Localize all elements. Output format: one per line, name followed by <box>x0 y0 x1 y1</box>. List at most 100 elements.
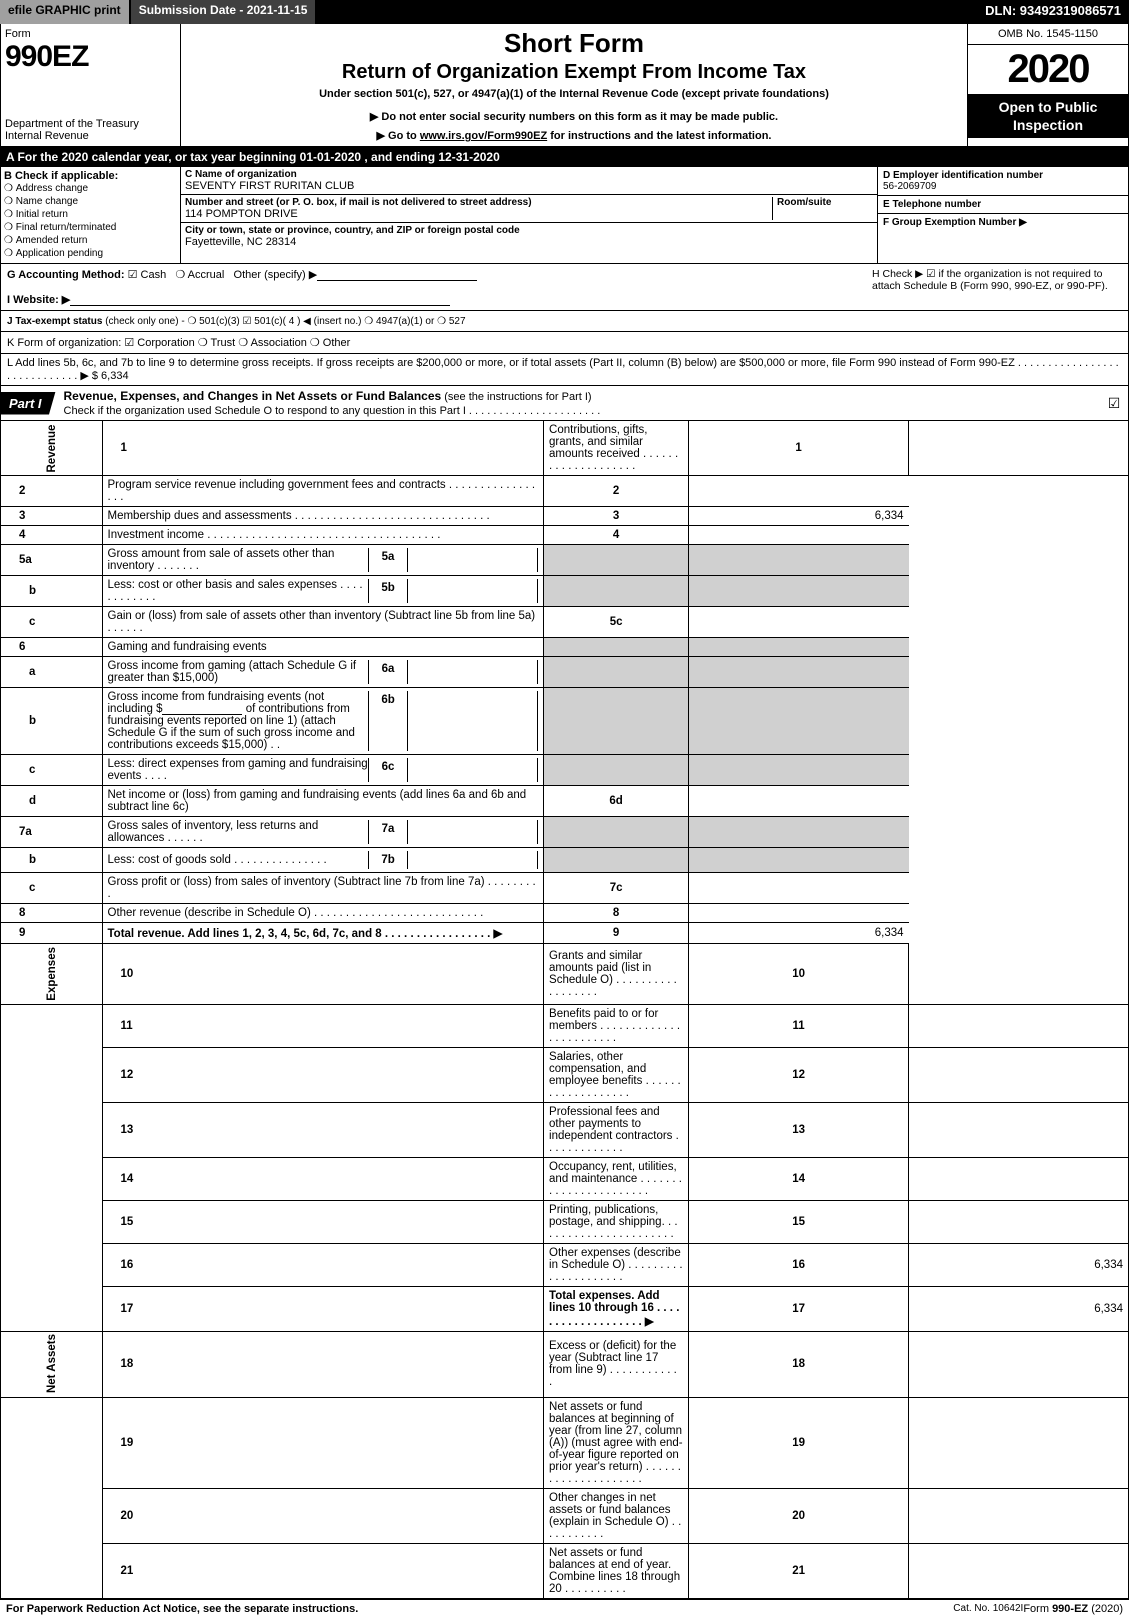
side-blank-21 <box>1 1543 103 1598</box>
revenue-side-label: Revenue <box>1 421 103 476</box>
line-21: 21 Net assets or fund balances at end of… <box>1 1543 1129 1598</box>
efile-print-button[interactable]: efile GRAPHIC print <box>0 0 131 24</box>
l6d-rnum: 6d <box>544 786 689 817</box>
l5a-mn: 5a <box>368 548 408 572</box>
submission-date-button[interactable]: Submission Date - 2021-11-15 <box>131 0 318 24</box>
l4-desc: Investment income . . . . . . . . . . . … <box>102 526 544 545</box>
line-2: 2 Program service revenue including gove… <box>1 476 1129 507</box>
line-18: Net Assets 18 Excess or (deficit) for th… <box>1 1331 1129 1397</box>
l2-rval <box>689 476 909 507</box>
cb-application-pending[interactable]: ❍ Application pending <box>4 247 177 260</box>
department-label: Department of the Treasury Internal Reve… <box>5 118 176 142</box>
l9-rnum: 9 <box>544 923 689 944</box>
l6c-num: c <box>1 755 103 786</box>
l5a-mv <box>408 548 538 572</box>
l18-rval <box>909 1331 1129 1397</box>
l12-rval <box>909 1047 1129 1102</box>
l5c-desc: Gain or (loss) from sale of assets other… <box>102 607 544 638</box>
part-1-checkbox[interactable]: ☑ <box>1100 395 1128 412</box>
l11-rnum: 11 <box>689 1004 909 1047</box>
l7b-num: b <box>1 848 103 873</box>
topbar-spacer <box>317 0 977 24</box>
l6c-mn: 6c <box>368 758 408 782</box>
part-1-tab: Part I <box>1 392 56 415</box>
ein-label: D Employer identification number <box>883 170 1123 181</box>
cb-name-change[interactable]: ❍ Name change <box>4 195 177 208</box>
line-8: 8 Other revenue (describe in Schedule O)… <box>1 904 1129 923</box>
section-b: B Check if applicable: ❍ Address change … <box>1 167 181 263</box>
dln-label: DLN: 93492319086571 <box>977 0 1129 24</box>
l7c-rval <box>689 873 909 904</box>
l1-rnum: 1 <box>689 421 909 476</box>
header-center: Short Form Return of Organization Exempt… <box>181 24 968 146</box>
part-1-table: Revenue 1 Contributions, gifts, grants, … <box>0 421 1129 1599</box>
l20-rnum: 20 <box>689 1488 909 1543</box>
l7a-desc: Gross sales of inventory, less returns a… <box>108 820 369 844</box>
l6b-rnum <box>544 688 689 755</box>
l6b-num: b <box>1 688 103 755</box>
org-name-label: C Name of organization <box>185 169 873 180</box>
l11-num: 11 <box>102 1004 544 1047</box>
group-exemption-label: F Group Exemption Number ▶ <box>883 217 1123 228</box>
l15-rnum: 15 <box>689 1200 909 1243</box>
l16-desc: Other expenses (describe in Schedule O) … <box>544 1243 689 1286</box>
l5a-rnum <box>544 545 689 576</box>
expenses-side-label: Expenses <box>1 944 103 1005</box>
side-blank-12 <box>1 1047 103 1102</box>
l6a-rval <box>689 657 909 688</box>
l16-rnum: 16 <box>689 1243 909 1286</box>
l6a-num: a <box>1 657 103 688</box>
cb-address-change[interactable]: ❍ Address change <box>4 182 177 195</box>
g-cash[interactable]: ☑ Cash <box>128 269 167 281</box>
l7c-num: c <box>1 873 103 904</box>
l4-rval <box>689 526 909 545</box>
cb-final-return[interactable]: ❍ Final return/terminated <box>4 221 177 234</box>
side-blank-13 <box>1 1102 103 1157</box>
address-label: Number and street (or P. O. box, if mail… <box>185 197 768 208</box>
line-6a: a Gross income from gaming (attach Sched… <box>1 657 1129 688</box>
l12-num: 12 <box>102 1047 544 1102</box>
l15-rval <box>909 1200 1129 1243</box>
l19-num: 19 <box>102 1397 544 1488</box>
l19-desc: Net assets or fund balances at beginning… <box>544 1397 689 1488</box>
website-blank[interactable] <box>70 294 450 306</box>
goto-pre: ▶ Go to <box>377 130 420 142</box>
l5b-rnum <box>544 576 689 607</box>
l5b-desc: Less: cost or other basis and sales expe… <box>108 579 369 603</box>
l7c-desc: Gross profit or (loss) from sales of inv… <box>102 873 544 904</box>
cb-initial-return[interactable]: ❍ Initial return <box>4 208 177 221</box>
goto-line: ▶ Go to www.irs.gov/Form990EZ for instru… <box>185 129 963 142</box>
irs-link[interactable]: www.irs.gov/Form990EZ <box>420 130 547 142</box>
line-6d: d Net income or (loss) from gaming and f… <box>1 786 1129 817</box>
l7b-desc: Less: cost of goods sold . . . . . . . .… <box>108 854 369 866</box>
line-16: 16 Other expenses (describe in Schedule … <box>1 1243 1129 1286</box>
l5b-rval <box>689 576 909 607</box>
l14-num: 14 <box>102 1157 544 1200</box>
g-accrual[interactable]: ❍ Accrual <box>175 269 224 281</box>
side-blank-16 <box>1 1243 103 1286</box>
l10-desc: Grants and similar amounts paid (list in… <box>544 944 689 1005</box>
row-g: G Accounting Method: ☑ Cash ❍ Accrual Ot… <box>7 268 872 306</box>
header-left: Form 990EZ Department of the Treasury In… <box>1 24 181 146</box>
l10-num: 10 <box>102 944 544 1005</box>
g-other[interactable]: Other (specify) ▶ <box>234 269 318 281</box>
l5b-mv <box>408 579 538 603</box>
l17-num: 17 <box>102 1286 544 1331</box>
l14-rnum: 14 <box>689 1157 909 1200</box>
footer-right: Form 990-EZ (2020) <box>1023 1603 1123 1615</box>
l7b-desc-wrap: Less: cost of goods sold . . . . . . . .… <box>102 848 544 873</box>
omb-number: OMB No. 1545-1150 <box>968 24 1128 45</box>
l2-rnum: 2 <box>544 476 689 507</box>
page-footer: For Paperwork Reduction Act Notice, see … <box>0 1599 1129 1618</box>
l6-rnum <box>544 638 689 657</box>
l11-desc: Benefits paid to or for members . . . . … <box>544 1004 689 1047</box>
g-other-blank[interactable] <box>317 269 477 281</box>
l7b-rnum <box>544 848 689 873</box>
l7b-mv <box>408 851 538 869</box>
cb-amended-return[interactable]: ❍ Amended return <box>4 234 177 247</box>
l5b-mn: 5b <box>368 579 408 603</box>
line-5a: 5a Gross amount from sale of assets othe… <box>1 545 1129 576</box>
l14-desc: Occupancy, rent, utilities, and maintena… <box>544 1157 689 1200</box>
l6b-mv <box>408 691 538 751</box>
section-b-header: B Check if applicable: <box>4 170 177 182</box>
